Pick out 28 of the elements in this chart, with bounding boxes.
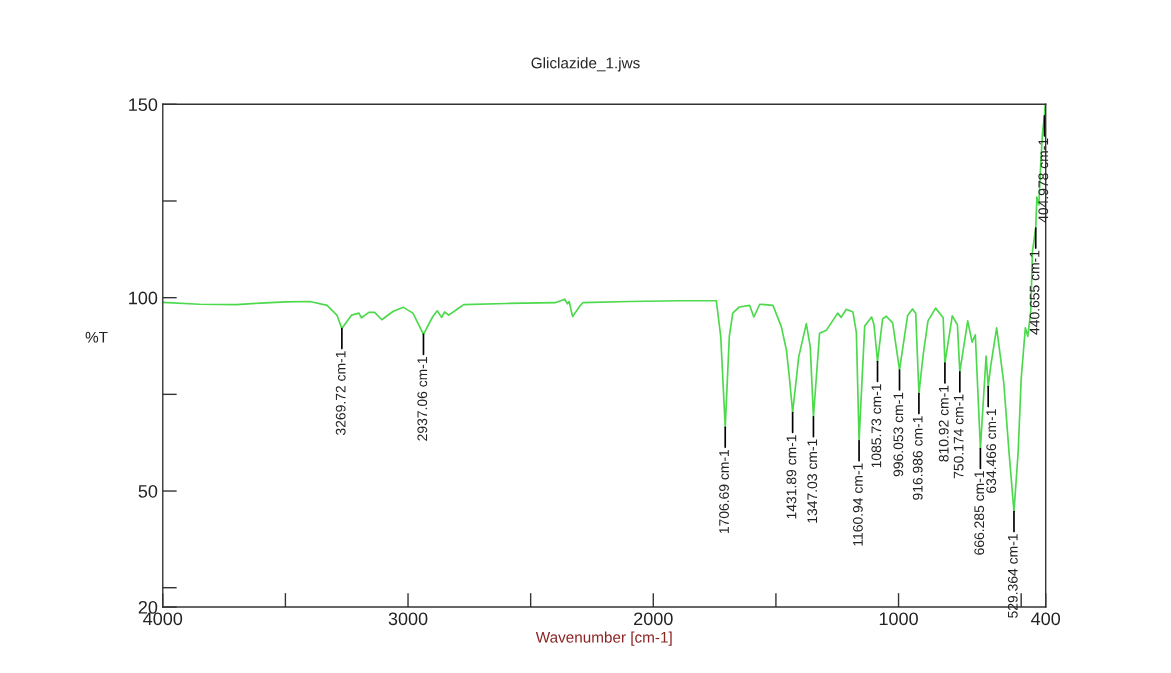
y-tick-label: 100 bbox=[129, 291, 158, 305]
annotation: 1160.94 cm-1 bbox=[852, 463, 863, 546]
y-axis-title: %T bbox=[85, 331, 108, 343]
annotation: 1085.73 cm-1 bbox=[871, 384, 882, 468]
annotation: 634.466 cm-1 bbox=[986, 409, 997, 493]
annotation: 3269.72 cm-1 bbox=[335, 351, 346, 435]
annotation: 1706.69 cm-1 bbox=[719, 449, 729, 534]
annotation: 750.174 cm-1 bbox=[953, 394, 964, 479]
x-tick-label: 1000 bbox=[879, 612, 918, 626]
annotation: 810.92 cm-1 bbox=[938, 385, 949, 462]
x-tick-label: 3000 bbox=[388, 612, 428, 626]
annotation: 666.285 cm-1 bbox=[974, 471, 985, 555]
annotation: 440.655 cm-1 bbox=[1029, 250, 1040, 335]
x-tick-label: 4000 bbox=[143, 612, 183, 626]
annotation: 529.364 cm-1 bbox=[1007, 534, 1018, 618]
annotation: 404.978 cm-1 bbox=[1038, 138, 1049, 223]
x-tick-label: 400 bbox=[1031, 612, 1061, 626]
y-tick-label: 20 bbox=[138, 600, 158, 614]
chart-title: Gliclazide_1.jws bbox=[531, 57, 640, 72]
annotation: 1347.03 cm-1 bbox=[807, 439, 818, 523]
annotation: 1431.89 cm-1 bbox=[786, 435, 797, 519]
annotation: 996.053 cm-1 bbox=[893, 392, 904, 477]
x-tick-label: 2000 bbox=[634, 612, 673, 626]
y-tick-label: 150 bbox=[129, 98, 158, 112]
x-axis-title: Wavenumber [cm-1] bbox=[535, 631, 672, 646]
annotation: 2937.06 cm-1 bbox=[417, 357, 428, 441]
y-tick-label: 50 bbox=[138, 484, 158, 498]
annotation: 916.986 cm-1 bbox=[912, 416, 923, 500]
